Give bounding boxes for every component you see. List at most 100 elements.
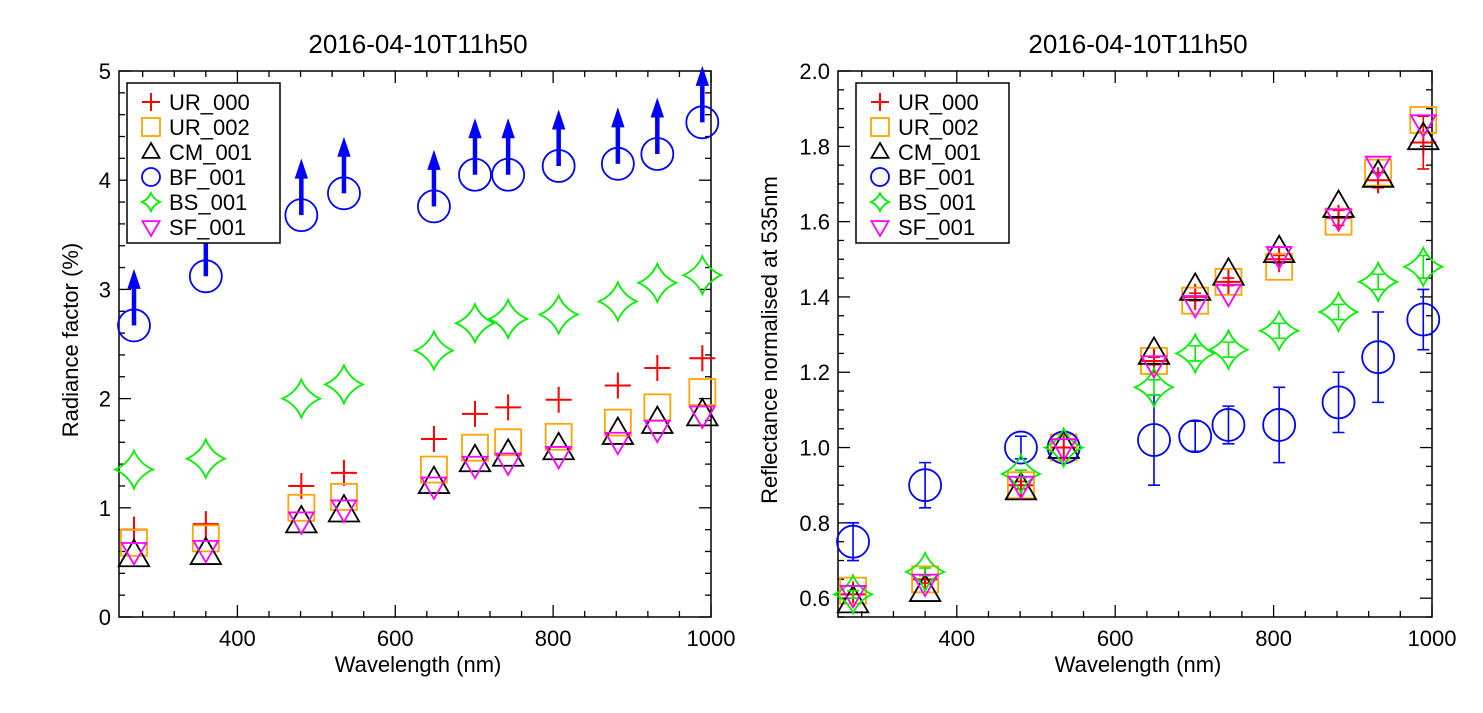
data-point	[1317, 290, 1360, 334]
series-ur-002	[120, 378, 717, 557]
error-bar	[847, 589, 860, 599]
data-point	[603, 431, 632, 456]
data-point	[640, 137, 675, 171]
data-point	[453, 301, 497, 345]
error-bar	[1332, 371, 1345, 434]
y-axis-label: Reflectance normalised at 535nm	[757, 176, 782, 504]
x-tick-label: 800	[1255, 626, 1292, 651]
upper-limit-arrow-head	[337, 136, 351, 157]
legend-marker	[141, 117, 161, 137]
series-bs-001	[112, 253, 724, 491]
radiance-factor-chart: 2016-04-10T11h50 Wavelength (nm) Radianc…	[58, 29, 735, 677]
legend-marker	[140, 220, 162, 238]
legend-label: SF_001	[169, 215, 246, 240]
data-point	[1356, 260, 1400, 304]
data-point	[461, 400, 488, 427]
legend-label: CM_001	[898, 140, 981, 165]
data-point	[685, 397, 720, 427]
data-point	[636, 261, 679, 305]
data-point	[494, 452, 523, 477]
data-point	[1324, 208, 1353, 233]
legend-label: UR_002	[898, 115, 979, 140]
data-point	[420, 476, 448, 501]
upper-limit-arrow-head	[650, 97, 665, 118]
chart-title: 2016-04-10T11h50	[1028, 29, 1247, 59]
data-point	[689, 345, 716, 372]
error-bar	[847, 522, 860, 562]
x-tick-label: 1000	[687, 626, 736, 651]
data-point	[327, 176, 361, 211]
x-tick-label: 1000	[1408, 626, 1457, 651]
data-point	[688, 405, 717, 430]
data-point	[545, 386, 572, 413]
x-tick-label: 400	[938, 626, 975, 651]
data-point	[1406, 302, 1441, 337]
legend-marker	[868, 190, 892, 214]
data-point	[284, 504, 319, 534]
series-sf-001	[120, 405, 717, 567]
data-point	[1132, 366, 1176, 409]
y-tick-label: 1.0	[799, 436, 830, 461]
data-point	[836, 524, 870, 559]
y-tick-label: 2	[99, 387, 111, 412]
data-point	[596, 280, 640, 323]
data-point	[1049, 438, 1078, 463]
data-point	[120, 542, 148, 567]
data-point	[1409, 106, 1438, 134]
upper-limit-arrow-head	[695, 65, 710, 86]
upper-limit-arrow-head	[294, 158, 309, 179]
legend-label: UR_000	[898, 90, 979, 115]
error-bar	[1273, 322, 1286, 340]
data-point	[458, 443, 492, 473]
data-point	[1007, 475, 1035, 501]
data-point	[287, 493, 316, 522]
y-axis-label: Radiance factor (%)	[58, 243, 83, 437]
legend-label: BF_001	[169, 165, 246, 190]
y-tick-label: 0	[99, 605, 111, 630]
error-bar	[1273, 386, 1286, 464]
data-point	[999, 452, 1043, 496]
legend-label: BF_001	[898, 165, 975, 190]
data-point	[1361, 340, 1396, 375]
legend-label: BS_001	[898, 190, 976, 215]
legend-label: BS_001	[169, 190, 247, 215]
error-bar	[919, 461, 932, 509]
plot-frame	[837, 70, 1433, 618]
series-bs-001	[831, 245, 1445, 616]
legend-label: UR_000	[169, 90, 250, 115]
legend-marker	[140, 141, 162, 159]
data-point	[495, 394, 522, 421]
data-point	[1215, 268, 1242, 295]
data-point	[1410, 129, 1437, 156]
data-point	[1178, 271, 1212, 301]
data-point	[1046, 429, 1081, 459]
upper-limit-arrow-head	[427, 149, 441, 170]
x-axis-label: Wavelength (nm)	[335, 652, 502, 677]
data-point	[287, 511, 316, 536]
data-point	[330, 499, 358, 524]
data-point	[644, 355, 671, 382]
y-tick-label: 4	[99, 168, 111, 193]
legend-box	[855, 82, 1010, 244]
data-point	[1406, 120, 1441, 151]
data-point	[1262, 233, 1296, 264]
error-bar	[1332, 303, 1345, 321]
data-point	[417, 189, 451, 224]
data-point	[1365, 167, 1392, 194]
upper-limit-arrow-head	[551, 109, 566, 130]
data-point	[1265, 246, 1294, 271]
x-tick-label: 600	[377, 626, 414, 651]
series-bf-001	[836, 288, 1441, 562]
plot-frame	[118, 70, 712, 618]
data-point	[1140, 355, 1168, 380]
data-point	[1211, 408, 1246, 442]
legend-label: CM_001	[169, 140, 252, 165]
data-point	[491, 437, 525, 467]
x-tick-label: 400	[219, 626, 256, 651]
data-point	[908, 468, 943, 503]
data-point	[461, 433, 489, 462]
data-point	[491, 157, 526, 192]
y-tick-label: 5	[99, 59, 111, 84]
data-point	[1265, 252, 1294, 281]
